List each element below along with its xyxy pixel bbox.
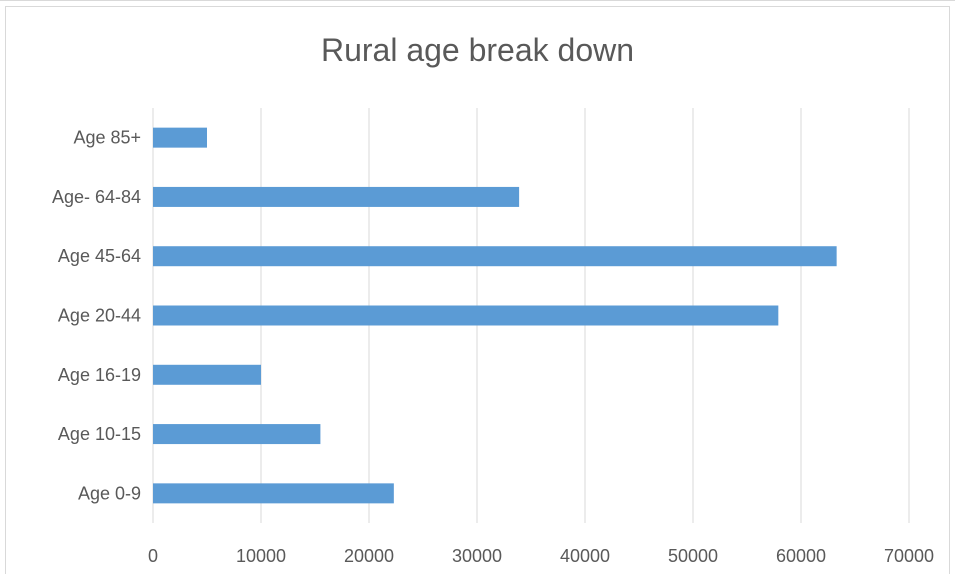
category-label: Age 20-44 [58, 306, 141, 326]
bar-age-16-19 [153, 364, 261, 385]
category-label: Age- 64-84 [52, 187, 141, 207]
x-tick-label: 20000 [344, 546, 394, 566]
category-label: Age 0-9 [78, 483, 141, 503]
bar-age-45-64 [153, 246, 837, 267]
x-tick-label: 40000 [560, 546, 610, 566]
chart-title: Rural age break down [320, 32, 635, 68]
bar-age-0-9 [153, 483, 394, 504]
bar-age-85- [153, 127, 207, 148]
x-tick-label: 0 [148, 546, 158, 566]
category-label: Age 10-15 [58, 424, 141, 444]
x-tick-label: 30000 [452, 546, 502, 566]
x-tick-label: 70000 [884, 546, 934, 566]
category-label: Age 45-64 [58, 246, 141, 266]
category-labels: Age 0-9 Age 10-15 Age 16-19 Age 20-44 Age 45… [52, 128, 141, 504]
x-tick-labels: 0 10000 20000 30000 40000 50000 60000 70000 [148, 546, 934, 566]
category-label: Age 16-19 [58, 365, 141, 385]
x-tick-label: 10000 [236, 546, 286, 566]
top-border-line [0, 0, 955, 1]
bar-age-20-44 [153, 305, 779, 326]
x-tick-label: 50000 [668, 546, 718, 566]
x-tick-label: 60000 [776, 546, 826, 566]
bar-age-10-15 [153, 424, 321, 445]
bars [153, 127, 837, 504]
bar-age-64-84 [153, 186, 520, 207]
category-label: Age 85+ [73, 128, 141, 148]
